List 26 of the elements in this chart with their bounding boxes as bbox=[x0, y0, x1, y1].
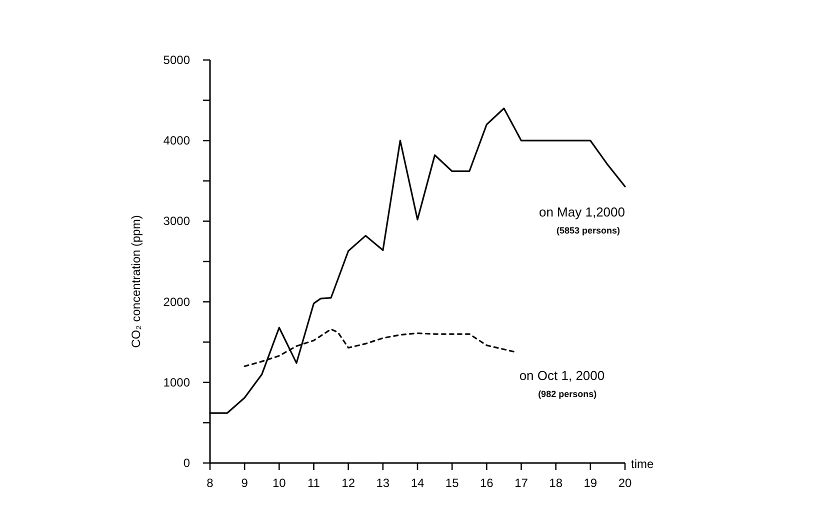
x-tick-label: 11 bbox=[308, 476, 320, 490]
y-tick-label: 5000 bbox=[163, 53, 190, 67]
series-label: on May 1,2000 bbox=[538, 204, 625, 220]
x-axis-title: time bbox=[631, 457, 654, 471]
x-tick-label: 10 bbox=[272, 476, 286, 490]
x-tick-label: 8 bbox=[206, 476, 214, 490]
y-tick-label: 2000 bbox=[163, 294, 190, 309]
x-tick-label: 16 bbox=[480, 476, 494, 490]
x-tick-label: 9 bbox=[241, 476, 248, 490]
x-tick-label: 19 bbox=[584, 476, 598, 490]
x-tick-label: 12 bbox=[342, 476, 356, 490]
y-tick-label: 3000 bbox=[163, 214, 190, 228]
x-tick-label: 14 bbox=[410, 476, 424, 490]
annotation: (5853 persons) bbox=[556, 226, 620, 236]
y-tick-label: 0 bbox=[183, 456, 190, 470]
line-series bbox=[244, 328, 516, 368]
x-tick-label: 15 bbox=[445, 476, 460, 490]
x-tick-label: 17 bbox=[514, 476, 528, 490]
x-tick-label: 13 bbox=[376, 476, 390, 490]
series-label: on Oct 1, 2000 bbox=[519, 368, 605, 383]
y-axis-title: CO₂ concentration (ppm) bbox=[129, 215, 143, 348]
y-tick-label: 1000 bbox=[163, 375, 190, 390]
x-tick-label: 18 bbox=[549, 476, 563, 490]
annotation: (982 persons) bbox=[538, 388, 597, 399]
y-tick-label: 4000 bbox=[163, 134, 190, 148]
x-tick-label: 20 bbox=[618, 476, 632, 490]
